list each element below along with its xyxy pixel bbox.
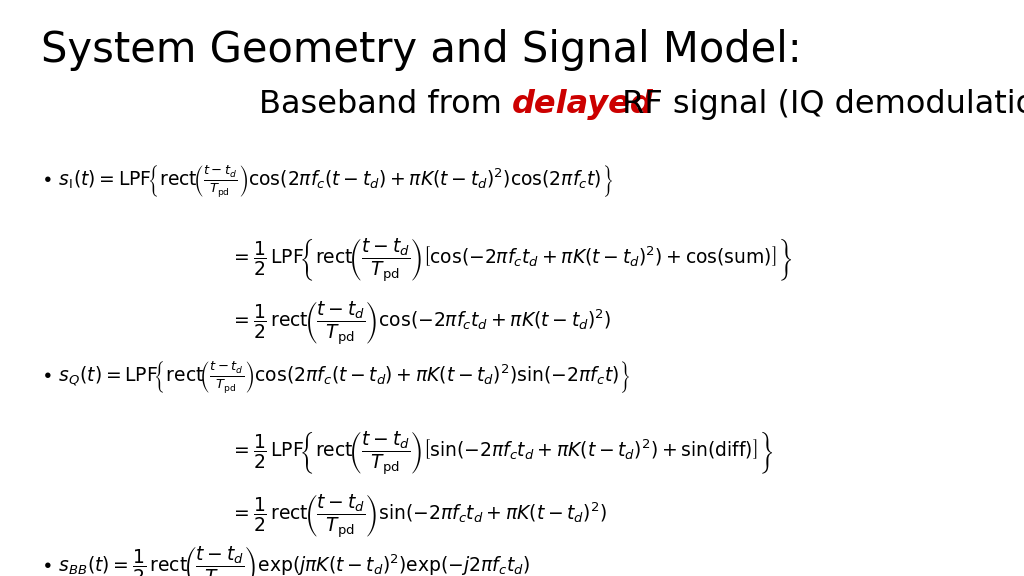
Text: $\bullet\ s_Q(t) = \mathrm{LPF}\!\left\{\mathrm{rect}\!\left(\frac{t-t_d}{T_\mat: $\bullet\ s_Q(t) = \mathrm{LPF}\!\left\{… bbox=[41, 360, 631, 396]
Text: $= \dfrac{1}{2}\,\mathrm{LPF}\!\left\{\mathrm{rect}\!\left(\dfrac{t - t_d}{T_\ma: $= \dfrac{1}{2}\,\mathrm{LPF}\!\left\{\m… bbox=[230, 236, 793, 284]
Text: System Geometry and Signal Model:: System Geometry and Signal Model: bbox=[41, 29, 802, 71]
Text: $\bullet\ s_\mathrm{I}(t) = \mathrm{LPF}\!\left\{\mathrm{rect}\!\left(\frac{t-t_: $\bullet\ s_\mathrm{I}(t) = \mathrm{LPF}… bbox=[41, 164, 613, 200]
Text: $= \dfrac{1}{2}\,\mathrm{LPF}\!\left\{\mathrm{rect}\!\left(\dfrac{t - t_d}{T_\ma: $= \dfrac{1}{2}\,\mathrm{LPF}\!\left\{\m… bbox=[230, 429, 774, 477]
Text: RF signal (IQ demodulation): RF signal (IQ demodulation) bbox=[612, 89, 1024, 120]
Text: $= \dfrac{1}{2}\,\mathrm{rect}\!\left(\dfrac{t - t_d}{T_\mathrm{pd}}\right)\cos(: $= \dfrac{1}{2}\,\mathrm{rect}\!\left(\d… bbox=[230, 300, 611, 347]
Text: $\bullet\ s_{BB}(t) = \dfrac{1}{2}\,\mathrm{rect}\!\left(\dfrac{t-t_d}{T_\mathrm: $\bullet\ s_{BB}(t) = \dfrac{1}{2}\,\mat… bbox=[41, 544, 530, 576]
Text: delayed: delayed bbox=[512, 89, 653, 120]
Text: $= \dfrac{1}{2}\,\mathrm{rect}\!\left(\dfrac{t - t_d}{T_\mathrm{pd}}\right)\sin(: $= \dfrac{1}{2}\,\mathrm{rect}\!\left(\d… bbox=[230, 492, 607, 540]
Text: Baseband from: Baseband from bbox=[259, 89, 512, 120]
